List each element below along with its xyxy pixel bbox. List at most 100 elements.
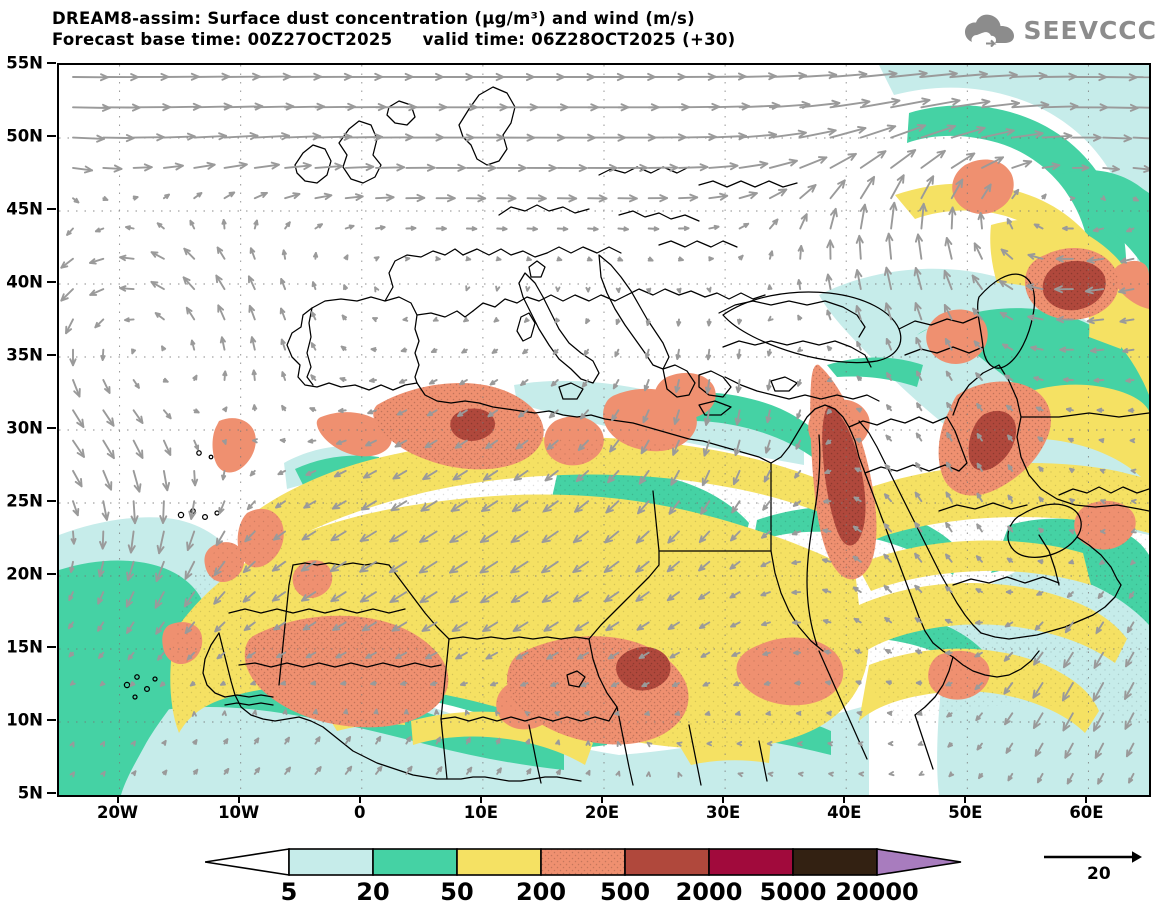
wind-vector-head <box>945 522 951 529</box>
wind-vector-head <box>394 441 402 448</box>
wind-vector-head <box>765 710 772 716</box>
wind-vector-head <box>800 213 808 222</box>
wind-vector-head <box>496 767 502 774</box>
wind-vector <box>1032 712 1044 729</box>
wind-vector-head <box>418 565 429 574</box>
wind-vector-head <box>866 175 876 186</box>
wind-vector-head <box>1119 317 1127 324</box>
wind-vector-head <box>280 278 286 285</box>
wind-vector-head <box>184 570 193 580</box>
wind-vector <box>920 125 956 139</box>
wind-vector-head <box>1130 528 1137 534</box>
wind-vector-head <box>340 345 347 352</box>
colorbar-tick-label: 20000 <box>835 878 919 906</box>
wind-vector-head <box>377 765 383 772</box>
wind-vector-head <box>615 319 621 325</box>
wind-vector <box>885 266 893 291</box>
latitude-tick <box>47 354 56 356</box>
wind-vector-head <box>796 380 802 387</box>
wind-vector-head <box>97 569 105 578</box>
wind-vector-head <box>797 314 803 321</box>
wind-vector <box>859 72 898 78</box>
wind-vector-head <box>976 403 982 409</box>
wind-vector-head <box>1062 659 1071 669</box>
wind-vector-head <box>543 624 552 632</box>
wind-vector-head <box>1033 223 1040 229</box>
wind-vector <box>1041 164 1061 169</box>
wind-vector-head <box>161 739 167 746</box>
wind-vector <box>390 500 408 512</box>
wind-vector-head <box>1005 589 1012 595</box>
wind-vector-head <box>975 588 982 594</box>
wind-vector-head <box>1032 689 1041 699</box>
map-plot-area <box>57 63 1151 797</box>
colorbar-band <box>624 848 710 876</box>
wind-vector-head <box>1005 747 1012 754</box>
wind-vector-head <box>604 594 613 603</box>
wind-vector-head <box>373 256 380 262</box>
wind-vector <box>640 439 650 455</box>
wind-vector-head <box>944 338 951 346</box>
wind-vector-head <box>828 771 834 777</box>
wind-vector <box>920 202 925 230</box>
wind-vector-head <box>666 594 675 602</box>
longitude-tick <box>1085 794 1088 803</box>
wind-vector-head <box>1027 314 1036 322</box>
wind-vector <box>638 469 650 485</box>
wind-vector <box>950 178 964 200</box>
wind-vector-head <box>537 194 547 203</box>
wind-vector-head <box>826 345 833 352</box>
wind-vector-head <box>916 370 922 377</box>
colorbar-tick-label: 5 <box>280 878 298 906</box>
wind-vector <box>162 164 184 169</box>
wind-vector-head <box>1004 374 1011 380</box>
wind-vector <box>950 206 954 230</box>
wind-vector-head <box>704 386 712 394</box>
wind-vector-head <box>223 738 229 745</box>
wind-vector-head <box>279 307 286 315</box>
wind-vector <box>190 500 196 520</box>
wind-vector-head <box>213 596 222 605</box>
wind-vector-head <box>1098 438 1105 444</box>
wind-vector-head <box>885 680 892 686</box>
wind-vector-head <box>643 384 650 392</box>
wind-vector-head <box>159 681 166 687</box>
wind-vector-head <box>74 477 83 488</box>
wind-vector-head <box>127 544 136 554</box>
wind-vector <box>359 560 377 573</box>
wind-vector-head <box>182 276 191 285</box>
wind-vector-head <box>330 594 340 603</box>
wind-vector-head <box>762 651 769 657</box>
wind-vector-head <box>825 439 832 445</box>
wind-vector-head <box>674 710 681 716</box>
wind-vector <box>102 166 123 170</box>
wind-vector-head <box>544 473 553 482</box>
latitude-label-40n: 40N <box>6 272 43 292</box>
wind-vector-head <box>221 438 227 445</box>
wind-vector-head <box>161 345 167 352</box>
wind-vector-head <box>706 741 713 747</box>
wind-vector <box>330 530 347 542</box>
wind-vector-head <box>883 266 892 276</box>
wind-vector <box>1025 284 1044 291</box>
wind-vector <box>575 469 590 483</box>
wind-vector <box>129 530 135 554</box>
wind-vector-head <box>192 768 199 775</box>
latitude-tick <box>47 500 56 502</box>
wind-vector-head <box>951 97 961 106</box>
wind-vector <box>132 166 153 169</box>
wind-vector-head <box>280 680 287 686</box>
wind-vector-head <box>334 162 344 171</box>
wind-vector-head <box>943 269 951 280</box>
wind-vector-head <box>316 766 322 772</box>
wind-vector-head <box>794 680 801 686</box>
wind-vector-head <box>998 279 1007 288</box>
wind-vector <box>799 184 817 200</box>
wind-vector-head <box>858 771 865 777</box>
wind-vector-head <box>946 712 953 718</box>
wind-vector <box>183 591 196 608</box>
wind-vector-head <box>69 741 75 748</box>
wind-vector <box>1011 74 1048 78</box>
wind-vector <box>950 152 976 169</box>
wind-vector-head <box>449 534 459 544</box>
